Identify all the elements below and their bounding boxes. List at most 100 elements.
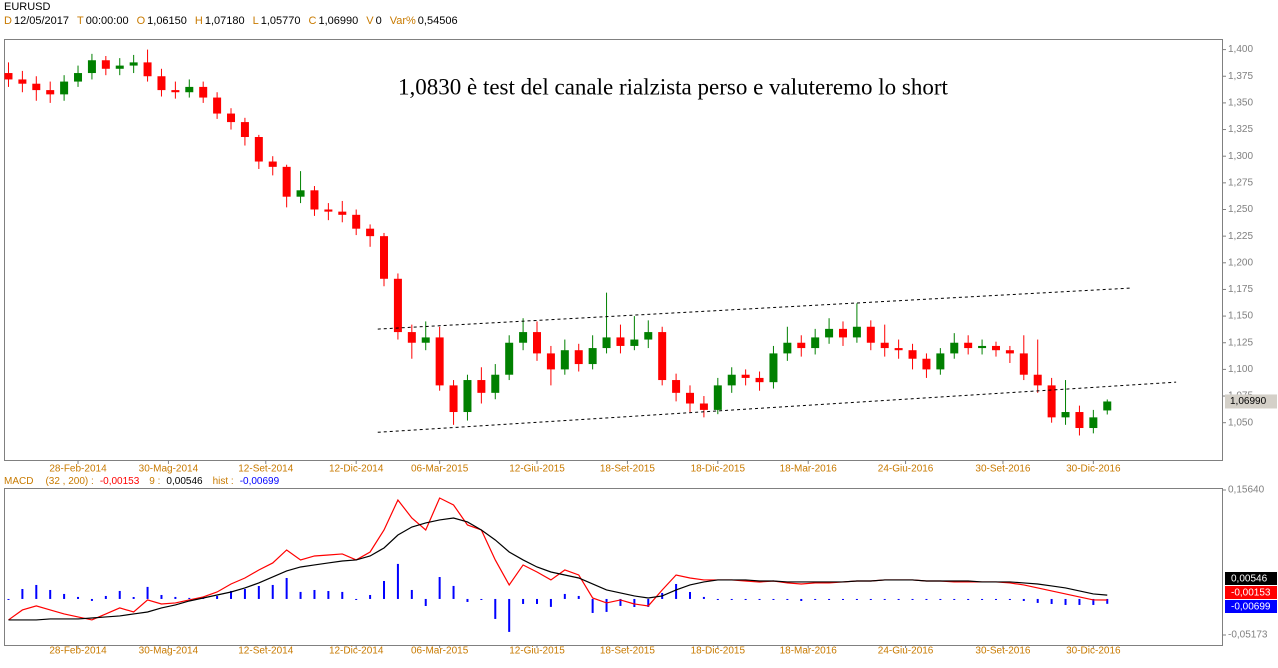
field-value: 0,54506 [417, 15, 458, 27]
histogram-bar [786, 598, 789, 600]
last-value-box [1225, 572, 1277, 585]
histogram-bar [716, 598, 719, 600]
histogram-bar [49, 589, 52, 599]
y-tick-label: 1,375 [1228, 71, 1253, 82]
field-key: V [366, 15, 374, 27]
histogram-bar [647, 598, 650, 607]
last-value-label: -0,00699 [1231, 602, 1271, 613]
candle-body [4, 73, 13, 80]
x-tick-label: 30-Set-2016 [975, 646, 1030, 657]
histogram-bar [271, 584, 274, 599]
candle-body [310, 190, 319, 210]
candle-body [393, 278, 402, 333]
candle-body [254, 137, 263, 162]
last-value-label: 0,00546 [1231, 574, 1268, 585]
candle-body [296, 190, 305, 197]
candle-body [1089, 417, 1098, 429]
legend-name: MACD [4, 476, 34, 487]
candle-body [352, 214, 361, 229]
x-tick-label: 12-Dic-2014 [329, 464, 384, 475]
field-key: H [194, 15, 203, 27]
legend-params: (32 , 200) : [45, 476, 94, 487]
histogram-bar [591, 598, 594, 613]
y-tick-label: 1,150 [1228, 311, 1253, 322]
histogram-bar [466, 598, 469, 602]
candle-body [143, 62, 152, 77]
candle-body [199, 86, 208, 98]
candle-body [1047, 385, 1056, 418]
histogram-bar [285, 577, 288, 599]
candle-body [157, 76, 166, 91]
candle-body [991, 345, 1000, 351]
candle-body [18, 79, 27, 84]
histogram-bar [230, 590, 233, 599]
x-tick-label: 30-Set-2016 [975, 464, 1030, 475]
x-tick-label: 28-Feb-2014 [49, 464, 107, 475]
candle-body [1019, 353, 1028, 375]
field-key: L [252, 15, 259, 27]
histogram-bar [146, 586, 149, 599]
histogram-bar [536, 598, 539, 604]
x-tick-label: 18-Mar-2016 [780, 646, 838, 657]
candle-body [505, 342, 514, 375]
y-tick-label: 1,125 [1228, 337, 1253, 348]
candle-body [797, 342, 806, 349]
legend-value: -0,00153 [99, 476, 140, 487]
candle-body [1061, 412, 1070, 418]
histogram-bar [327, 591, 330, 599]
field-value: 1,06150 [147, 15, 187, 27]
histogram-bar [911, 598, 914, 600]
histogram-bar [63, 593, 66, 599]
field-value: 1,07180 [204, 15, 245, 27]
histogram-bar [953, 598, 956, 600]
candle-body [366, 228, 375, 237]
candle-body [769, 353, 778, 383]
histogram-bar [855, 598, 858, 600]
x-tick-label: 18-Dic-2015 [691, 646, 746, 657]
macd-line [8, 497, 1108, 621]
histogram-bar [174, 596, 177, 599]
candle-body [449, 385, 458, 413]
candle-body [268, 161, 277, 167]
y-tick-label: 1,175 [1228, 284, 1253, 295]
candle-body [922, 358, 931, 370]
candle-body [32, 83, 41, 91]
histogram-bar [508, 598, 511, 632]
histogram-bar [1064, 598, 1067, 605]
x-tick-label: 18-Set-2015 [600, 464, 655, 475]
last-value-label: -0,00153 [1231, 588, 1271, 599]
candle-body [811, 337, 820, 349]
x-tick-label: 30-Mag-2014 [139, 646, 199, 657]
histogram-bar [841, 598, 844, 600]
histogram-bar [424, 598, 427, 606]
candle-body [477, 380, 486, 393]
legend-value: -0,00699 [239, 476, 280, 487]
candle-body [880, 342, 889, 349]
histogram-bar [104, 595, 107, 599]
histogram-bar [383, 580, 386, 599]
field-key: O [136, 15, 146, 27]
histogram-bar [869, 598, 872, 600]
candle-body [115, 65, 124, 69]
histogram-bar [702, 596, 705, 599]
histogram-bar [925, 598, 928, 600]
candle-body [616, 337, 625, 346]
x-tick-label: 30-Mag-2014 [139, 464, 199, 475]
y-tick-label: 1,300 [1228, 151, 1253, 162]
field-key: D [4, 15, 12, 27]
histogram-bar [939, 598, 942, 600]
histogram-bar [341, 591, 344, 599]
histogram-bar [549, 598, 552, 607]
candle-body [1103, 401, 1112, 411]
candle-body [491, 374, 500, 393]
legend-name: hist : [212, 476, 234, 487]
candle-body [185, 86, 194, 93]
x-tick-label: 12-Giu-2015 [509, 464, 565, 475]
histogram-bar [897, 598, 900, 600]
candle-body [546, 353, 555, 370]
histogram-bar [77, 596, 80, 599]
x-tick-label: 28-Feb-2014 [49, 646, 107, 657]
candle-body [672, 380, 681, 393]
histogram-bar [1106, 598, 1109, 604]
histogram-bar [730, 598, 733, 600]
